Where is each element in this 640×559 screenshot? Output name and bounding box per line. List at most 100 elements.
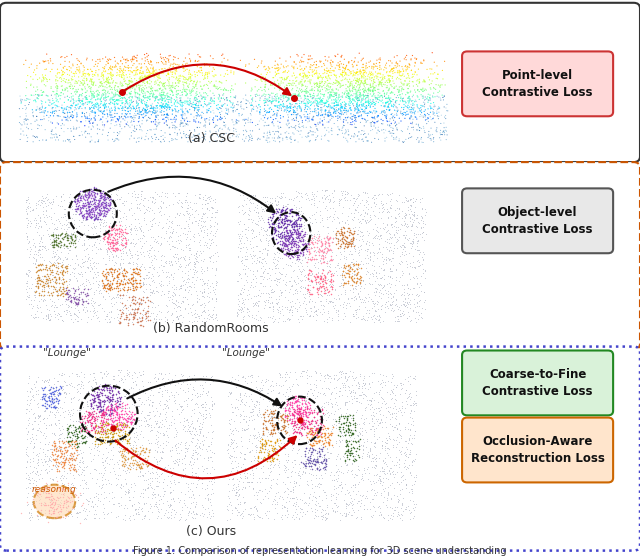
Point (291, 231, 301, 240)
Point (275, 94, 285, 103)
Point (85, 205, 95, 214)
Point (370, 314, 380, 323)
Point (383, 234, 394, 243)
Point (308, 413, 319, 421)
Point (117, 452, 127, 461)
Point (415, 312, 426, 321)
Point (295, 91, 305, 100)
Point (143, 51, 154, 60)
Point (303, 453, 313, 462)
Point (293, 470, 303, 479)
Point (138, 296, 148, 305)
Point (254, 430, 264, 439)
Point (140, 84, 150, 93)
Point (25, 387, 35, 396)
Point (348, 451, 358, 460)
Point (60, 479, 70, 488)
Point (280, 83, 290, 92)
Point (380, 437, 390, 446)
Point (156, 255, 166, 264)
Point (282, 135, 292, 144)
Point (99, 194, 109, 203)
Point (33, 455, 44, 464)
Point (59, 452, 69, 461)
Point (58, 67, 68, 76)
Point (399, 288, 410, 297)
Point (271, 94, 282, 103)
Point (405, 371, 415, 380)
Point (97, 275, 108, 284)
Point (93, 402, 104, 411)
Point (93, 394, 104, 403)
Point (39, 108, 49, 117)
Point (175, 260, 186, 269)
Point (83, 254, 93, 263)
Point (335, 425, 345, 434)
Point (123, 112, 133, 121)
Point (253, 316, 263, 325)
Point (237, 258, 247, 267)
Point (300, 418, 310, 427)
Point (77, 438, 88, 447)
Point (200, 371, 211, 380)
Point (196, 288, 207, 297)
Point (352, 77, 362, 86)
Point (323, 108, 333, 117)
Point (91, 87, 101, 96)
Point (242, 96, 252, 105)
Point (98, 86, 108, 95)
Point (312, 239, 323, 248)
Point (291, 217, 301, 226)
Point (81, 291, 92, 300)
Point (92, 201, 102, 210)
Point (244, 98, 255, 107)
Point (180, 73, 191, 82)
Point (165, 103, 175, 112)
Point (104, 426, 114, 435)
Point (102, 190, 113, 198)
Point (126, 128, 136, 137)
Point (84, 117, 95, 126)
Point (104, 229, 115, 238)
Point (287, 221, 297, 230)
Point (245, 126, 255, 135)
Point (143, 377, 154, 386)
Point (319, 287, 329, 296)
Point (124, 413, 134, 422)
Point (51, 438, 61, 447)
Point (403, 101, 413, 110)
Point (333, 77, 343, 86)
Point (392, 304, 403, 313)
Point (408, 503, 419, 512)
Point (255, 383, 266, 392)
Point (56, 495, 66, 504)
Point (63, 423, 73, 432)
Point (67, 479, 77, 487)
Point (419, 77, 429, 86)
Point (330, 79, 340, 88)
Point (408, 273, 418, 282)
Point (138, 381, 148, 390)
Point (57, 229, 67, 238)
Point (316, 432, 326, 441)
Point (184, 316, 194, 325)
Point (111, 245, 121, 254)
Point (65, 309, 75, 318)
Point (280, 406, 291, 415)
Point (160, 64, 170, 73)
Point (241, 443, 252, 452)
Point (303, 297, 314, 306)
Point (175, 263, 185, 272)
Point (349, 106, 360, 115)
Point (42, 50, 52, 59)
Point (411, 472, 421, 481)
Point (117, 430, 127, 439)
Point (291, 255, 301, 264)
Point (330, 501, 340, 510)
Point (309, 79, 319, 88)
Point (268, 205, 278, 214)
Point (321, 67, 332, 75)
Point (408, 238, 418, 247)
Point (356, 263, 366, 272)
Point (385, 434, 395, 443)
